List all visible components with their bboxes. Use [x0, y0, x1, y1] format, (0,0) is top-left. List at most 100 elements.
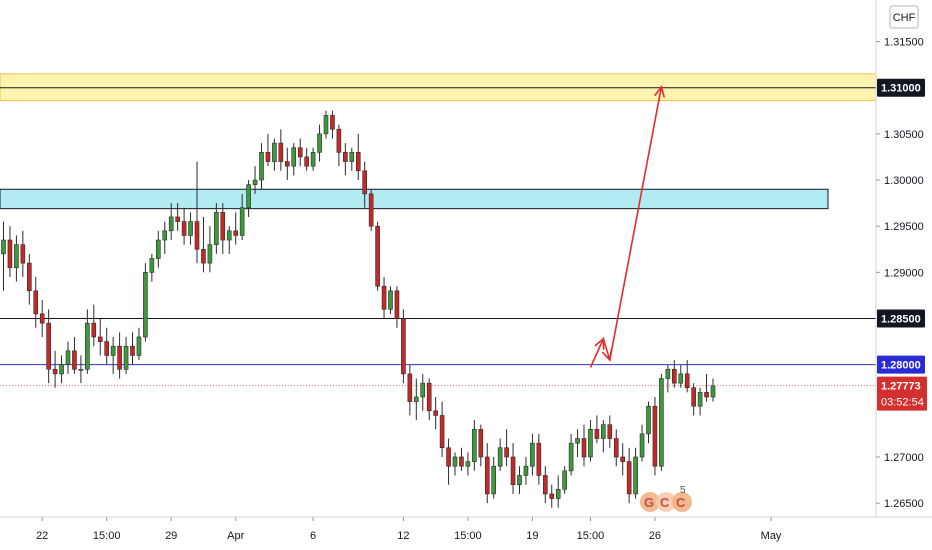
candle[interactable]: [646, 401, 651, 444]
candle[interactable]: [123, 336, 129, 374]
candle[interactable]: [297, 138, 303, 167]
candle[interactable]: [39, 300, 45, 337]
candle[interactable]: [678, 364, 684, 388]
candle[interactable]: [433, 396, 438, 430]
candle[interactable]: [149, 253, 155, 282]
candle[interactable]: [304, 147, 309, 171]
candle[interactable]: [156, 230, 161, 268]
candle[interactable]: [472, 420, 477, 471]
candle[interactable]: [497, 438, 503, 471]
candle[interactable]: [530, 433, 535, 476]
candle[interactable]: [601, 420, 606, 453]
candle[interactable]: [252, 166, 258, 194]
candle[interactable]: [517, 466, 522, 494]
candle[interactable]: [575, 429, 580, 457]
candle[interactable]: [1, 221, 6, 291]
projection-path[interactable]: [589, 86, 663, 368]
candle[interactable]: [330, 110, 335, 139]
candle[interactable]: [291, 143, 297, 176]
candle[interactable]: [420, 373, 426, 411]
candle[interactable]: [130, 332, 135, 365]
candle[interactable]: [78, 355, 84, 384]
candle[interactable]: [355, 133, 361, 181]
candle[interactable]: [368, 189, 374, 231]
candle[interactable]: [413, 378, 419, 421]
candle[interactable]: [394, 286, 400, 328]
candle[interactable]: [639, 424, 645, 462]
candle[interactable]: [542, 466, 548, 504]
candle[interactable]: [117, 332, 122, 379]
candle[interactable]: [691, 383, 696, 416]
candle[interactable]: [671, 360, 677, 388]
candle[interactable]: [349, 147, 355, 171]
current-price-tag[interactable]: 1.27773 03:52:54: [877, 376, 927, 411]
price-axis[interactable]: 1.31500 1.30500 1.30000 1.29500 1.29000 1.270…: [876, 37, 924, 511]
candle[interactable]: [388, 286, 393, 314]
candle[interactable]: [446, 438, 451, 485]
candle[interactable]: [14, 235, 19, 282]
candle[interactable]: [65, 341, 71, 374]
candle[interactable]: [659, 373, 664, 471]
candle[interactable]: [168, 203, 174, 241]
level-128500-tag[interactable]: 1.28500: [877, 309, 925, 328]
candle[interactable]: [504, 429, 509, 467]
candle[interactable]: [484, 443, 490, 504]
candle[interactable]: [401, 309, 406, 384]
candle[interactable]: [459, 447, 464, 471]
candle[interactable]: [33, 276, 39, 328]
candle[interactable]: [620, 443, 626, 476]
candle[interactable]: [207, 226, 213, 273]
candle[interactable]: [684, 360, 690, 393]
candle[interactable]: [343, 143, 348, 176]
supply-zone[interactable]: [0, 188, 829, 210]
candle[interactable]: [7, 226, 13, 277]
candle[interactable]: [310, 147, 316, 171]
candle[interactable]: [381, 276, 387, 319]
candle[interactable]: [317, 124, 322, 162]
candle[interactable]: [665, 364, 671, 393]
candle[interactable]: [194, 161, 200, 264]
candle[interactable]: [439, 401, 445, 457]
candle[interactable]: [426, 378, 432, 421]
candle[interactable]: [110, 336, 116, 374]
candle[interactable]: [407, 364, 413, 416]
candle[interactable]: [246, 180, 251, 217]
candle[interactable]: [555, 475, 561, 508]
candle[interactable]: [491, 456, 497, 499]
candle[interactable]: [549, 484, 555, 508]
candle[interactable]: [201, 216, 206, 273]
candle[interactable]: [91, 304, 97, 347]
candle[interactable]: [704, 373, 709, 402]
candle[interactable]: [20, 230, 26, 277]
candle[interactable]: [478, 424, 484, 467]
candle[interactable]: [710, 378, 716, 402]
candle[interactable]: [452, 452, 458, 476]
candle[interactable]: [568, 433, 574, 476]
candle[interactable]: [162, 221, 168, 254]
candle[interactable]: [239, 193, 245, 241]
candle[interactable]: [588, 420, 593, 462]
candle[interactable]: [265, 133, 271, 167]
candle[interactable]: [181, 207, 187, 245]
candle[interactable]: [259, 143, 264, 190]
candle[interactable]: [233, 212, 238, 245]
candle[interactable]: [626, 447, 632, 504]
candle[interactable]: [143, 263, 148, 342]
candle[interactable]: [214, 203, 219, 254]
candle[interactable]: [284, 147, 290, 181]
candle[interactable]: [272, 138, 277, 171]
candle[interactable]: [536, 433, 542, 485]
candle[interactable]: [336, 124, 342, 167]
candle[interactable]: [85, 309, 90, 374]
level-131000-tag[interactable]: 1.31000: [877, 78, 925, 97]
candle[interactable]: [375, 221, 380, 291]
candle[interactable]: [613, 429, 619, 467]
time-axis[interactable]: 22 15:00 29 Apr 6 12 15:00 19 15:00 26 May: [36, 517, 782, 542]
candle[interactable]: [510, 443, 516, 494]
candle[interactable]: [594, 415, 600, 444]
candle[interactable]: [188, 212, 193, 245]
candle[interactable]: [220, 203, 226, 254]
candle[interactable]: [175, 203, 180, 231]
candle[interactable]: [562, 466, 567, 494]
candle[interactable]: [26, 253, 32, 305]
